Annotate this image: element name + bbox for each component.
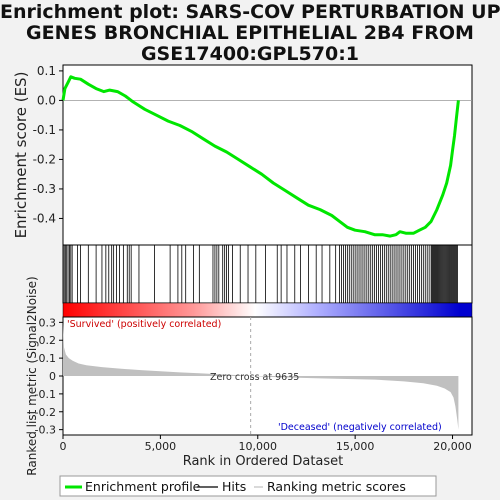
- metric-y-axis-label: Ranked list metric (Signal2Noise): [25, 276, 39, 475]
- metric-y-tick-label: -0.3: [35, 424, 56, 437]
- x-tick-label: 0: [60, 440, 67, 453]
- x-tick-label: 10,000: [239, 440, 278, 453]
- metric-y-tick-label: 0.3: [39, 316, 57, 329]
- legend-box: [59, 475, 437, 497]
- metric-y-tick-label: 0.1: [39, 352, 57, 365]
- chart-title-line-3: GSE17400:GPL570:1: [140, 43, 360, 65]
- x-tick-label: 15,000: [336, 440, 375, 453]
- es-y-axis-label: Enrichment score (ES): [12, 72, 30, 239]
- chart-title-line-1: Enrichment plot: SARS-COV PERTURBATION U…: [0, 1, 500, 23]
- es-y-tick-label: 0.1: [37, 64, 56, 78]
- metric-y-tick-label: 0: [49, 370, 56, 383]
- x-tick-label: 5,000: [145, 440, 177, 453]
- negative-correlation-label: 'Deceased' (negatively correlated): [278, 422, 442, 433]
- positive-correlation-label: 'Survived' (positively correlated): [67, 319, 221, 330]
- metric-y-tick-label: -0.2: [35, 406, 56, 419]
- legend-hits-label: Hits: [222, 479, 246, 494]
- hits-panel: [62, 244, 473, 304]
- rank-color-bar: [62, 302, 473, 318]
- es-y-tick-label: -0.2: [33, 152, 56, 166]
- metric-y-tick-label: -0.1: [35, 388, 56, 401]
- es-y-tick-label: -0.1: [33, 123, 56, 137]
- metric-y-tick-label: 0.2: [39, 334, 57, 347]
- legend-metric-label: Ranking metric scores: [267, 479, 406, 494]
- x-axis-label: Rank in Ordered Dataset: [183, 454, 344, 469]
- legend-enrichment-label: Enrichment profile: [85, 479, 201, 494]
- enrichment-profile-line: [61, 75, 460, 238]
- metric-area: [63, 322, 459, 430]
- es-panel: [62, 64, 473, 246]
- zero-cross-label: Zero cross at 9635: [210, 372, 299, 383]
- x-tick-label: 20,000: [433, 440, 472, 453]
- es-y-tick-label: 0.0: [37, 93, 56, 107]
- es-y-tick-label: -0.3: [33, 182, 56, 196]
- chart-title-line-2: GENES BRONCHIAL EPITHELIAL 2B4 FROM: [26, 22, 474, 44]
- es-y-tick-label: -0.4: [33, 211, 56, 225]
